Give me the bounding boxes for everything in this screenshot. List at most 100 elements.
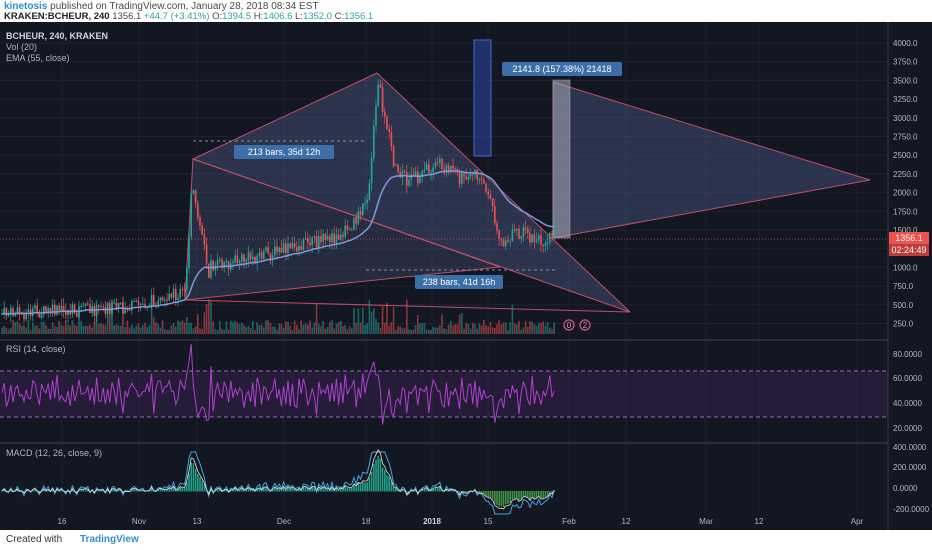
macd-histogram-bar — [285, 490, 287, 492]
candle-body — [76, 313, 78, 317]
volume-bar — [421, 323, 423, 334]
volume-bar — [89, 324, 91, 334]
volume-bar — [227, 329, 230, 334]
volume-bar — [467, 324, 470, 334]
volume-bar — [144, 322, 146, 334]
macd-histogram-bar — [390, 481, 393, 492]
time-axis-label: Nov — [132, 517, 146, 526]
candle-body — [34, 305, 36, 309]
candle-body — [278, 247, 280, 252]
event-marker[interactable] — [563, 319, 575, 331]
chart-canvas[interactable]: 213 bars, 35d 12h 238 bars, 41d 16h 2141… — [0, 22, 932, 530]
volume-bar — [153, 317, 155, 334]
volume-bar — [27, 320, 30, 334]
author-link[interactable]: kinetosis — [4, 1, 48, 12]
volume-bar — [168, 329, 170, 334]
macd-histogram-bar — [157, 489, 159, 492]
macd-histogram-bar — [102, 490, 104, 492]
ema-line — [1, 170, 555, 315]
macd-histogram-bar — [289, 488, 291, 492]
volume-bar — [399, 326, 401, 334]
price-axis[interactable]: 4000.0 3750.0 3500.0 3250.0 3000.0 2750.0 2500… — [893, 39, 918, 329]
volume-bar — [375, 318, 377, 334]
rsi-axis-label: 60.0000 — [893, 374, 922, 383]
volume-bar — [45, 325, 47, 334]
macd-histogram-bar — [166, 489, 168, 492]
candle-body — [381, 87, 384, 112]
volume-bar — [78, 305, 80, 334]
candle-body — [296, 247, 298, 252]
chart-area[interactable]: 213 bars, 35d 12h 238 bars, 41d 16h 2141… — [0, 22, 932, 530]
macd-legend[interactable]: MACD (12, 26, close, 9) — [6, 448, 102, 458]
macd-histogram-bar — [439, 487, 441, 492]
price-axis-label: 750.0 — [893, 282, 914, 291]
rsi-line — [1, 343, 555, 425]
macd-histogram-bar — [406, 491, 408, 495]
macd-histogram-bar — [463, 491, 465, 493]
price-badge — [889, 232, 929, 244]
volume-bar — [454, 324, 456, 334]
candle-body — [496, 223, 498, 231]
volume-bar — [276, 329, 278, 334]
macd-histogram-bar — [87, 489, 89, 492]
volume-bar — [384, 322, 386, 334]
macd-histogram-bar — [357, 483, 360, 492]
price-range-box[interactable] — [552, 79, 571, 239]
candle-body — [1, 313, 3, 315]
macd-histogram-bar — [465, 491, 467, 494]
event-marker[interactable] — [579, 319, 591, 331]
macd-histogram-bar — [210, 488, 212, 492]
volume-bar — [203, 312, 206, 334]
volume-bar — [142, 325, 144, 334]
volume-bar — [280, 323, 283, 334]
macd-histogram-bar — [47, 489, 49, 492]
candle-body — [62, 305, 65, 311]
vol-legend[interactable]: Vol (20) — [6, 42, 37, 52]
candle-body — [221, 259, 223, 268]
macd-line — [1, 451, 555, 515]
candle-body — [14, 313, 16, 316]
volume-bar — [236, 322, 239, 334]
candle-body — [73, 304, 76, 314]
ema-legend[interactable]: EMA (55, close) — [6, 53, 70, 63]
time-axis[interactable]: 16 Nov 13 Dec 18 2018 15 Feb 12 Mar 12 Apr — [58, 517, 864, 526]
candle-body — [313, 236, 316, 238]
macd-histogram-bar — [276, 489, 278, 492]
volume-bar — [267, 320, 269, 334]
candle-body — [377, 84, 379, 106]
macd-histogram-bar — [302, 487, 305, 492]
rsi-legend[interactable]: RSI (14, close) — [6, 344, 66, 354]
time-axis-label: 12 — [622, 517, 631, 526]
volume-bar — [337, 322, 340, 334]
candle-body — [179, 288, 181, 298]
macd-histogram-bar — [16, 489, 19, 492]
volume-bar — [531, 321, 533, 334]
macd-histogram-bar — [3, 489, 5, 492]
price-axis-label: 2250.0 — [893, 170, 918, 179]
triangle-pattern-lower[interactable] — [184, 158, 501, 301]
candle-body — [153, 294, 155, 306]
volume-bar — [412, 329, 415, 334]
triangle-pattern-right[interactable] — [552, 81, 871, 239]
volume-bar — [159, 327, 162, 334]
candle-body — [351, 229, 353, 231]
tradingview-logo[interactable]: TradingView — [80, 534, 139, 545]
candle-body — [511, 229, 514, 242]
rsi-axis-label: 20.0000 — [893, 424, 922, 433]
macd-histogram-bar — [135, 489, 137, 492]
volume-bar — [164, 329, 166, 334]
rsi-axis[interactable]: 80.0000 60.0000 40.0000 20.0000 — [893, 350, 922, 433]
volume-bar — [137, 323, 140, 334]
candle-body — [522, 227, 525, 237]
candle-body — [40, 314, 43, 318]
volume-bar — [423, 323, 426, 334]
volume-bar — [496, 324, 498, 334]
macd-axis[interactable]: 400.0000 200.0000 0.0000 -200.0000 — [893, 443, 930, 514]
volume-bar — [100, 322, 102, 334]
candle-body — [256, 255, 258, 264]
candle-body — [164, 299, 166, 301]
candle-body — [346, 225, 349, 230]
macd-histogram-bar — [342, 489, 344, 492]
date-range-box[interactable] — [473, 39, 492, 157]
volume-bar — [34, 325, 36, 334]
